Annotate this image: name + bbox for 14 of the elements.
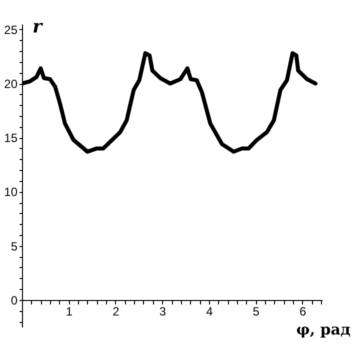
x-tick-label: 5 <box>252 304 260 318</box>
x-tick-label: 2 <box>112 304 120 318</box>
x-tick-label: 1 <box>66 304 73 318</box>
y-tick-label: 0 <box>10 293 18 308</box>
y-tick-label: 20 <box>4 77 18 92</box>
x-tick-label: 4 <box>206 304 214 318</box>
y-tick-label: 15 <box>4 131 18 146</box>
y-tick-label: 25 <box>4 22 18 37</box>
x-tick-label: 6 <box>300 304 307 318</box>
x-axis-title: φ, рад <box>296 320 350 338</box>
y-tick-label: 5 <box>10 239 18 254</box>
y-tick-label: 10 <box>4 185 18 200</box>
x-tick-label: 3 <box>159 304 166 318</box>
y-axis-title: r <box>32 16 44 38</box>
